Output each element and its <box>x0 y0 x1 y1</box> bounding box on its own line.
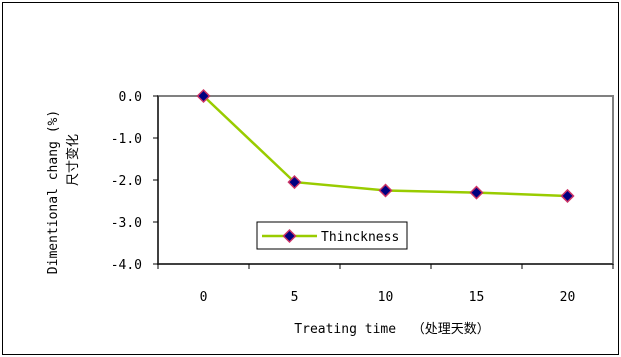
data-point-marker <box>196 88 211 104</box>
series-layer <box>196 88 575 204</box>
y-tick-label: -3.0 <box>111 216 142 231</box>
legend-marker <box>282 228 297 244</box>
x-tick-label: 0 <box>200 290 208 305</box>
data-point-marker <box>560 188 575 204</box>
data-point-marker <box>469 185 484 200</box>
x-tick-label: 10 <box>378 290 394 305</box>
data-point-marker <box>378 183 393 198</box>
legend: Thinckness <box>256 221 408 250</box>
x-ticks: 0 5 10 15 20 <box>157 264 614 305</box>
y-tick-label: -4.0 <box>111 258 142 273</box>
y-tick-label: -2.0 <box>111 174 142 189</box>
y-ticks: 0.0 -1.0 -2.0 -3.0 -4.0 <box>111 90 158 273</box>
y-axis-label-chinese: 尺寸变化 <box>65 134 81 186</box>
x-tick-label: 15 <box>469 290 485 305</box>
x-tick-label: 20 <box>560 290 576 305</box>
legend-label: Thinckness <box>321 230 399 245</box>
x-axis-label: Treating time （处理天数） <box>294 322 489 337</box>
y-tick-label: 0.0 <box>119 90 142 105</box>
y-axis-label: Dimentional chang (%) <box>46 110 61 274</box>
data-point-marker <box>287 175 302 190</box>
x-tick-label: 5 <box>291 290 299 305</box>
y-tick-label: -1.0 <box>111 132 142 147</box>
